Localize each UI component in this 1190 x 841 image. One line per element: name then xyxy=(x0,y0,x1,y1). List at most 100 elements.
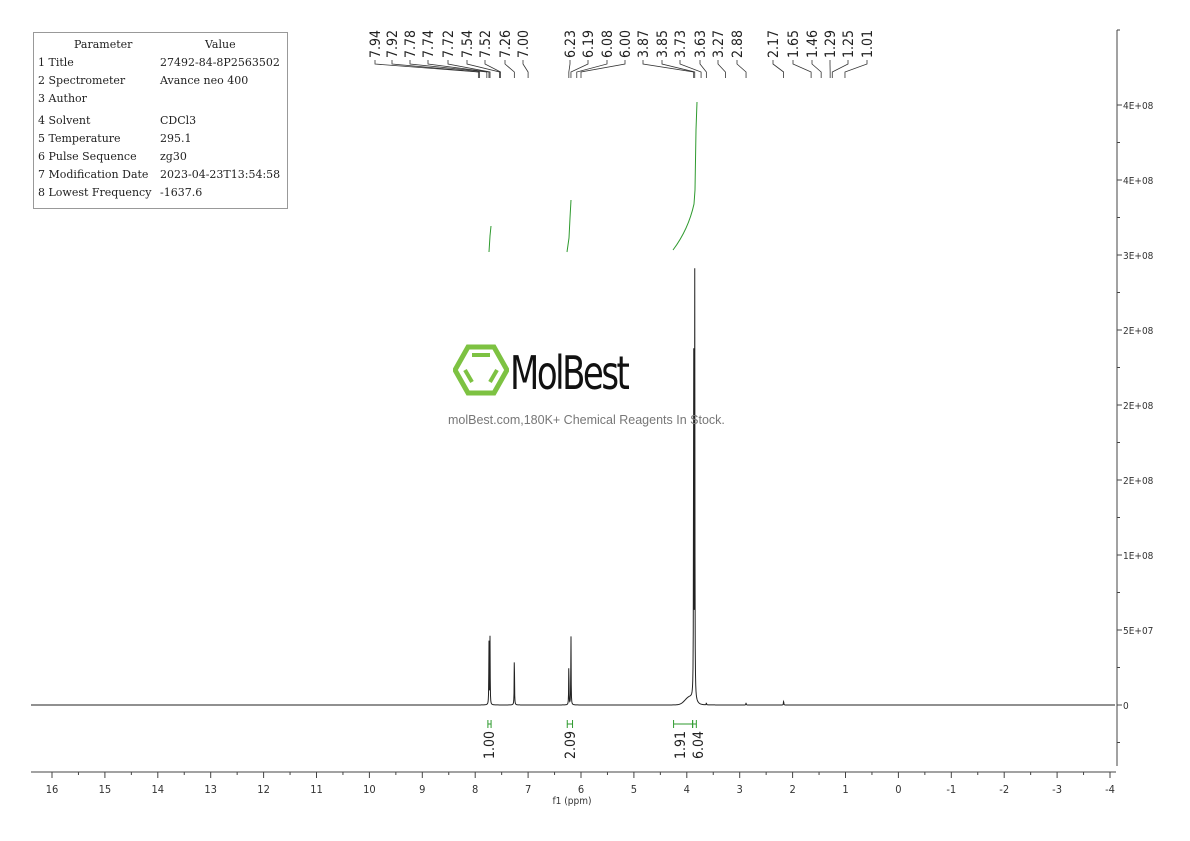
param-name: 8 Lowest Frequency xyxy=(38,186,152,199)
y-tick-label: 4E+08 xyxy=(1123,101,1154,112)
param-value: 27492-84-8P2563502 xyxy=(160,56,280,69)
integral-curve xyxy=(488,225,492,253)
x-tick-label: 9 xyxy=(419,783,425,796)
peak-label-leader xyxy=(717,60,726,78)
peak-label-leader xyxy=(504,60,515,78)
axes: 16 15 14 13 12 11 10 9 8 7 6 5 4 3 2 1 0 -1 -2 -3 -405E+071E… xyxy=(31,29,1154,796)
peak-label: 7.00 xyxy=(516,30,532,58)
integral-curve xyxy=(566,199,572,253)
integral-value: 6.04 xyxy=(691,731,707,759)
peak-label-leader xyxy=(811,60,822,78)
peak-label: 3.63 xyxy=(693,30,709,58)
peak-label-leader xyxy=(568,60,571,78)
param-name: 6 Pulse Sequence xyxy=(38,150,137,163)
param-value: -1637.6 xyxy=(160,186,203,199)
y-tick-label: 4E+08 xyxy=(1123,176,1154,187)
y-tick-label: 5E+07 xyxy=(1123,626,1153,637)
molbest-hexagon-logo-icon xyxy=(453,344,509,396)
peak-label-leader xyxy=(570,60,589,78)
peak-label-leader xyxy=(522,60,529,78)
parameter-table: Parameter Value 1 Title 27492-84-8P256350… xyxy=(33,32,288,209)
x-tick-label: 1 xyxy=(842,783,848,796)
peak-label-leader xyxy=(679,60,702,78)
peak-label: 3.87 xyxy=(636,30,652,58)
peak-label: 2.17 xyxy=(766,30,782,58)
spectrum-line xyxy=(31,268,1115,706)
peak-label: 1.29 xyxy=(823,30,839,58)
x-tick-label: 7 xyxy=(525,783,531,796)
peak-label: 1.01 xyxy=(860,30,876,58)
x-tick-label: 0 xyxy=(895,783,901,796)
peak-label-leader xyxy=(661,60,696,78)
x-tick-label: 13 xyxy=(204,783,217,796)
peak-label: 2.88 xyxy=(730,30,746,58)
integrals: 1.00 2.09 1.91 6.04 xyxy=(482,101,707,759)
x-tick-label: -3 xyxy=(1052,783,1062,796)
peak-label: 6.23 xyxy=(563,30,579,58)
y-tick-label: 2E+08 xyxy=(1123,326,1154,337)
peak-label-leader xyxy=(374,60,479,78)
param-name: 2 Spectrometer xyxy=(38,74,126,87)
peak-label: 3.85 xyxy=(655,30,671,58)
integral-curve xyxy=(672,101,698,251)
peak-label: 7.78 xyxy=(403,30,419,58)
peak-label-leader xyxy=(576,60,608,78)
peak-label-leader xyxy=(642,60,695,78)
peak-label-leader xyxy=(391,60,480,78)
peak-label: 1.46 xyxy=(805,30,821,58)
peak-label: 1.25 xyxy=(841,30,857,58)
param-name: 4 Solvent xyxy=(38,114,91,127)
peak-label: 1.65 xyxy=(786,30,802,58)
x-axis-label: f1 (ppm) xyxy=(553,796,592,807)
molbest-brand: MolBest xyxy=(510,346,630,400)
x-tick-label: 12 xyxy=(257,783,270,796)
x-tick-label: 10 xyxy=(363,783,376,796)
peak-label: 3.27 xyxy=(711,30,727,58)
integral-value: 1.00 xyxy=(482,731,498,759)
param-name: 1 Title xyxy=(38,56,74,69)
y-tick-label: 2E+08 xyxy=(1123,401,1154,412)
x-tick-label: -4 xyxy=(1105,783,1115,796)
peak-label-leader xyxy=(580,60,626,78)
peak-label-leader xyxy=(484,60,501,78)
param-value: zg30 xyxy=(160,150,187,163)
peak-label-leader xyxy=(409,60,488,78)
x-tick-label: 3 xyxy=(737,783,743,796)
param-name: 7 Modification Date xyxy=(38,168,149,181)
peak-label: 6.08 xyxy=(600,30,616,58)
peak-label-leader xyxy=(772,60,785,78)
peak-label: 7.94 xyxy=(368,30,384,58)
peak-label-leader xyxy=(792,60,812,78)
x-tick-label: -1 xyxy=(946,783,956,796)
param-value: Avance neo 400 xyxy=(160,74,249,87)
peak-label-leader xyxy=(447,60,491,78)
peak-label-leader xyxy=(466,60,500,78)
param-name: 5 Temperature xyxy=(38,132,121,145)
peak-label-leader xyxy=(844,60,868,78)
peak-label: 7.54 xyxy=(460,30,476,58)
y-tick-label: 0 xyxy=(1123,701,1129,712)
x-tick-label: 6 xyxy=(578,783,584,796)
x-tick-label: 2 xyxy=(789,783,795,796)
x-tick-label: 5 xyxy=(631,783,637,796)
integral-value: 1.91 xyxy=(673,731,689,759)
peak-label-leader xyxy=(427,60,490,78)
x-tick-label: 16 xyxy=(46,783,59,796)
peak-label: 7.92 xyxy=(385,30,401,58)
peak-label: 3.73 xyxy=(673,30,689,58)
param-name: 3 Author xyxy=(38,92,87,105)
peak-label: 6.19 xyxy=(581,30,597,58)
param-header-parameter: Parameter xyxy=(74,38,133,51)
peak-label: 7.52 xyxy=(478,30,494,58)
peak-label: 7.72 xyxy=(441,30,457,58)
peak-labels: 7.94 7.92 7.78 7.74 7.72 7.54 7.52 7.26 7.00 6.23… xyxy=(368,30,876,78)
x-tick-label: -2 xyxy=(999,783,1009,796)
param-header-value: Value xyxy=(205,38,236,51)
param-value: 295.1 xyxy=(160,132,192,145)
peak-label: 6.00 xyxy=(618,30,634,58)
param-value: CDCl3 xyxy=(160,114,197,127)
y-tick-label: 3E+08 xyxy=(1123,251,1154,262)
y-tick-label: 2E+08 xyxy=(1123,476,1154,487)
y-tick-label: 1E+08 xyxy=(1123,551,1154,562)
